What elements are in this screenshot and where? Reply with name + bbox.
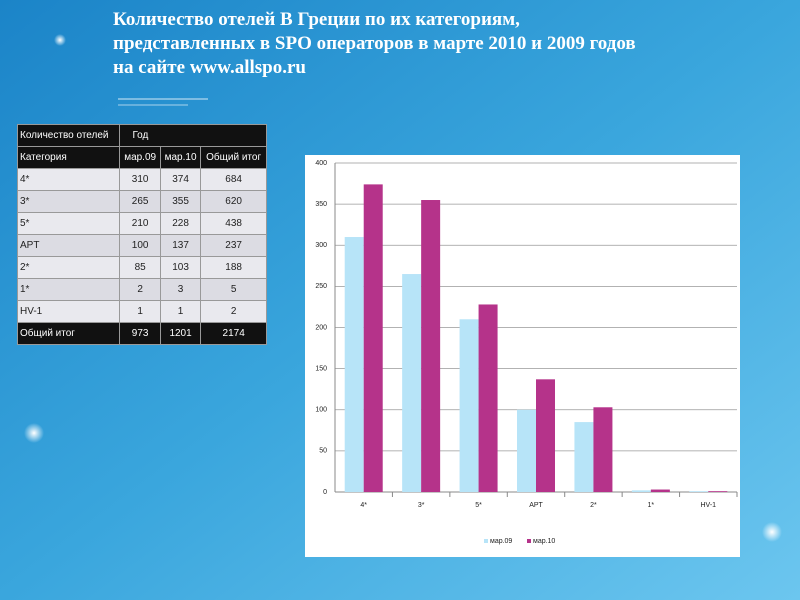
y-tick-label: 100 (315, 407, 327, 414)
x-tick-label: 5* (475, 502, 482, 509)
bar (708, 491, 728, 492)
table-cell: 85 (119, 256, 161, 279)
y-tick-label: 300 (315, 242, 327, 249)
table-row: 4* 310 374 684 (16, 168, 267, 191)
table-cell: 4* (16, 168, 121, 191)
title-line: представленных в SPO операторов в марте … (113, 33, 636, 54)
y-tick-label: 250 (315, 283, 327, 290)
data-table: Количество отелей Год Категория мар.09 мар.1… (16, 124, 267, 345)
bar (650, 489, 670, 492)
title-line: на сайте www.allspo.ru (113, 57, 306, 78)
header-cell: Общий итог (200, 146, 267, 169)
bar (631, 490, 651, 492)
table-cell: 2 (119, 278, 161, 301)
header-cell: мар.10 (159, 146, 202, 169)
bar (689, 491, 709, 492)
legend-label: мар.10 (533, 538, 555, 545)
table-cell: 210 (119, 212, 161, 235)
header-cell: мар.09 (119, 146, 161, 169)
table-row: 3* 265 355 620 (16, 190, 267, 213)
bar (402, 274, 422, 492)
table-cell: APT (16, 234, 121, 257)
y-tick-label: 50 (319, 448, 327, 455)
bar (517, 409, 536, 492)
table-cell: 1201 (159, 322, 202, 345)
table-cell: HV-1 (16, 300, 121, 323)
title-line: Количество отелей В Греции по их категор… (113, 9, 520, 30)
bar (344, 237, 364, 492)
y-tick-label: 400 (315, 160, 327, 167)
bar (363, 184, 383, 492)
x-tick-label: HV-1 (701, 502, 717, 509)
table-cell: 1 (159, 300, 202, 323)
table-cell: 310 (119, 168, 161, 191)
bar (478, 304, 498, 492)
table-cell: 228 (159, 212, 202, 235)
table-cell: 265 (119, 190, 161, 213)
y-tick-label: 0 (323, 489, 327, 496)
table-cell: 2 (200, 300, 267, 323)
y-tick-label: 200 (315, 324, 327, 331)
table-cell: 3 (159, 278, 202, 301)
table-cell: 2* (16, 256, 121, 279)
table-row: APT 100 137 237 (16, 234, 267, 257)
bar (421, 200, 441, 492)
x-tick-label: APT (529, 502, 543, 509)
legend-swatch (484, 539, 488, 543)
table-row: Общий итог 973 1201 2174 (16, 322, 267, 345)
table-cell: 5 (200, 278, 267, 301)
table-row: 1* 2 3 5 (16, 278, 267, 301)
legend-label: мар.09 (490, 538, 512, 545)
x-tick-label: 4* (360, 502, 367, 509)
table-cell: 438 (200, 212, 267, 235)
bar (593, 407, 613, 492)
x-tick-label: 1* (648, 502, 655, 509)
bar (459, 319, 479, 492)
header-row: Категория мар.09 мар.10 Общий итог (16, 146, 267, 169)
y-tick-label: 150 (315, 365, 327, 372)
table-cell: 103 (159, 256, 202, 279)
table-cell: 137 (159, 234, 202, 257)
table-row: HV-1 1 1 2 (16, 300, 267, 323)
bar (574, 422, 594, 492)
table-cell: 5* (16, 212, 121, 235)
table-cell: 100 (119, 234, 161, 257)
slide-title: Количество отелей В Греции по их категор… (113, 8, 793, 80)
table-row: 2* 85 103 188 (16, 256, 267, 279)
bar (536, 379, 555, 492)
x-tick-label: 2* (590, 502, 597, 509)
table-cell: 355 (159, 190, 202, 213)
table-cell: 620 (200, 190, 267, 213)
header-row: Количество отелей Год (16, 124, 267, 147)
header-cell: Количество отелей (16, 124, 121, 147)
legend-swatch (527, 539, 531, 543)
x-tick-label: 3* (418, 502, 425, 509)
table-row: 5* 210 228 438 (16, 212, 267, 235)
table-cell: Общий итог (16, 322, 121, 345)
table-cell: 3* (16, 190, 121, 213)
table-cell: 237 (200, 234, 267, 257)
y-tick-label: 350 (315, 201, 327, 208)
table-cell: 188 (200, 256, 267, 279)
table-cell: 2174 (200, 322, 267, 345)
